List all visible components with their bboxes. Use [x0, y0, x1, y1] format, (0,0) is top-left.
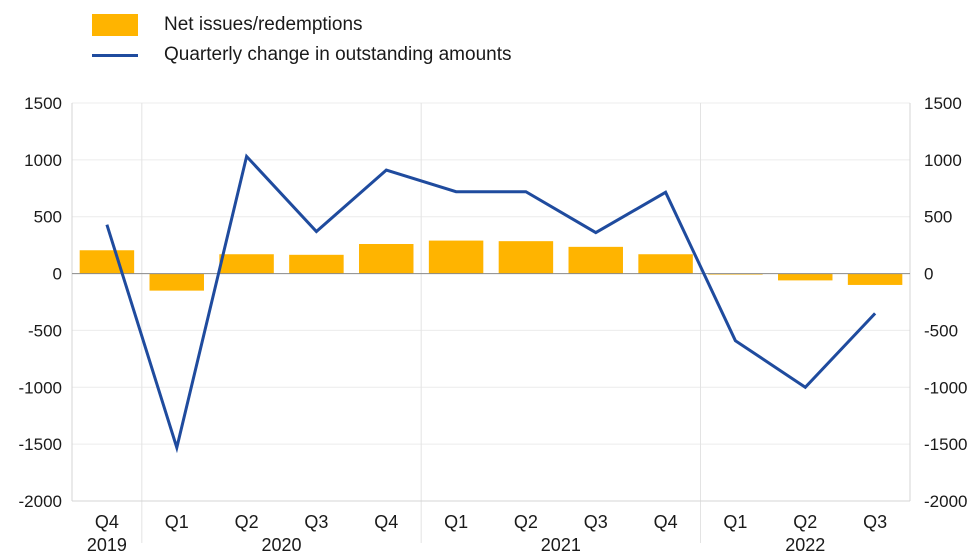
- bar: [79, 250, 135, 274]
- x-tick-label: Q3: [584, 512, 608, 532]
- y-tick-label-left: 0: [53, 265, 62, 284]
- x-tick-label: Q3: [304, 512, 328, 532]
- y-tick-label-right: 0: [924, 265, 933, 284]
- y-tick-label-right: -500: [924, 321, 958, 340]
- bar: [568, 246, 623, 274]
- x-tick-label: Q4: [654, 512, 678, 532]
- year-label: 2020: [261, 535, 301, 553]
- year-label: 2022: [785, 535, 825, 553]
- x-tick-label: Q4: [95, 512, 119, 532]
- year-label: 2019: [87, 535, 127, 553]
- y-tick-label-right: 1500: [924, 94, 962, 113]
- y-tick-label-left: -1500: [19, 435, 62, 454]
- y-tick-label-right: -2000: [924, 492, 967, 511]
- bar: [149, 273, 204, 291]
- bar: [428, 240, 484, 274]
- x-tick-label: Q2: [793, 512, 817, 532]
- x-tick-label: Q2: [514, 512, 538, 532]
- x-tick-label: Q1: [165, 512, 189, 532]
- bar: [847, 273, 903, 285]
- x-tick-label: Q1: [444, 512, 468, 532]
- legend: Net issues/redemptions Quarterly change …: [92, 10, 512, 70]
- bar: [778, 273, 833, 281]
- bar: [359, 244, 414, 274]
- y-tick-label-right: -1500: [924, 435, 967, 454]
- bar: [638, 254, 693, 274]
- legend-swatch-bar: [92, 14, 138, 36]
- y-tick-label-left: 500: [34, 208, 62, 227]
- y-tick-label-left: -1000: [19, 378, 62, 397]
- year-label: 2021: [541, 535, 581, 553]
- x-tick-label: Q2: [235, 512, 259, 532]
- legend-item-line: Quarterly change in outstanding amounts: [92, 40, 512, 70]
- y-tick-label-left: 1000: [24, 151, 62, 170]
- legend-label-line: Quarterly change in outstanding amounts: [164, 44, 512, 65]
- bar: [289, 254, 344, 274]
- legend-label-bar: Net issues/redemptions: [164, 14, 363, 35]
- bar: [219, 254, 274, 274]
- y-tick-label-left: -500: [28, 321, 62, 340]
- x-tick-label: Q4: [374, 512, 398, 532]
- y-tick-label-right: 500: [924, 208, 952, 227]
- legend-swatch-line: [92, 53, 138, 57]
- y-tick-label-left: -2000: [19, 492, 62, 511]
- y-tick-label-left: 1500: [24, 94, 62, 113]
- series-line: [105, 153, 877, 454]
- x-tick-label: Q3: [863, 512, 887, 532]
- y-tick-label-right: 1000: [924, 151, 962, 170]
- bar: [498, 241, 554, 274]
- legend-item-bar: Net issues/redemptions: [92, 10, 512, 40]
- y-tick-label-right: -1000: [924, 378, 967, 397]
- x-tick-label: Q1: [723, 512, 747, 532]
